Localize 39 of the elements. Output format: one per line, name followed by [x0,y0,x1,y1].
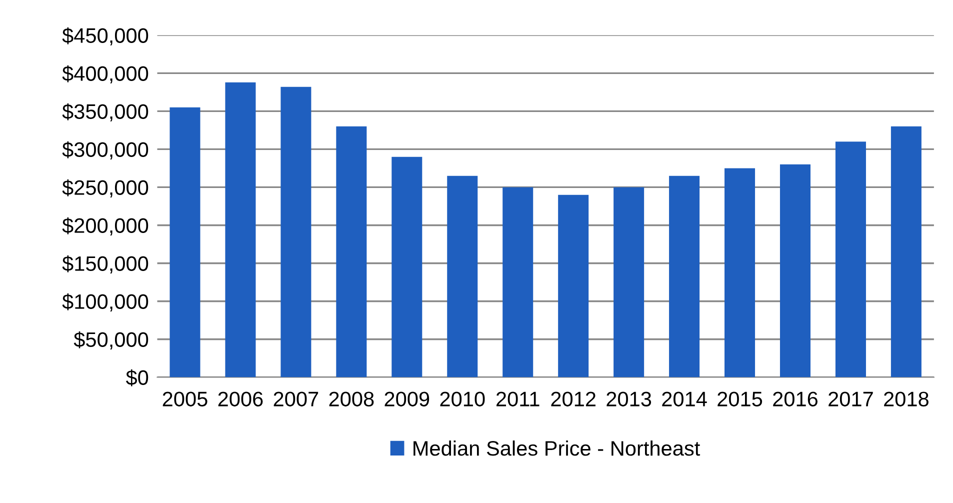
x-tick-label: 2017 [828,392,873,406]
bar [890,126,922,378]
y-tick-label: $100,000 [62,293,148,312]
y-tick-label: $400,000 [62,65,148,84]
x-tick-label: 2006 [218,392,263,406]
x-tick-label: 2013 [606,392,652,406]
y-tick-label: $150,000 [62,255,148,274]
bar [392,156,422,378]
x-tick-label: 2008 [329,392,374,406]
x-tick-label: 2012 [551,392,596,406]
x-tick-label: 2011 [496,392,540,406]
x-tick-label: 2015 [718,392,762,406]
bar [780,164,810,378]
y-tick-label: $300,000 [62,141,148,160]
y-tick-label: $200,000 [62,217,148,236]
bar [835,142,866,378]
bar [225,82,256,378]
bar [447,176,478,378]
bar [502,187,534,378]
bar [614,187,644,378]
x-tick-label: 2007 [274,392,318,406]
y-tick-label: $50,000 [74,331,148,350]
bar [558,194,589,378]
bar [170,107,200,378]
y-tick-label: $0 [126,369,148,386]
bar [669,176,700,378]
y-tick-label: $250,000 [62,179,148,198]
x-tick-label: 2005 [162,392,208,406]
bar [724,168,756,378]
y-tick-label: $450,000 [62,27,148,46]
legend-label: Median Sales Price - Northeast [414,440,700,456]
x-tick-label: 2018 [884,392,928,406]
bar [336,126,367,378]
x-tick-label: 2014 [662,392,707,406]
bar [280,86,312,378]
y-tick-label: $350,000 [62,103,148,122]
x-tick-label: 2009 [384,392,430,406]
x-tick-label: 2010 [440,392,485,406]
x-tick-label: 2016 [773,392,818,406]
